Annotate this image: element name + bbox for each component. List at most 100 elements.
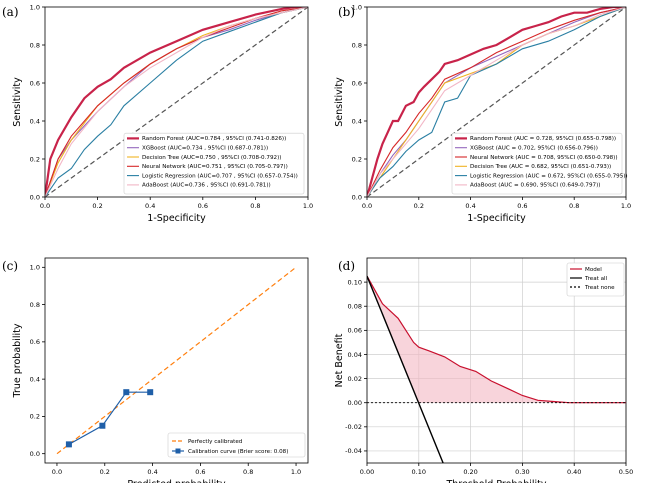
series-b-5 xyxy=(367,7,626,197)
x-tick-label: 0.6 xyxy=(198,202,208,210)
x-tick-label: 0.6 xyxy=(517,202,527,210)
x-tick-label: 0.20 xyxy=(463,468,477,476)
calibration-point xyxy=(147,389,154,396)
series-line xyxy=(367,7,626,197)
calibration-point xyxy=(99,422,106,429)
series-line xyxy=(56,266,297,455)
y-tick-label: 0.6 xyxy=(30,338,40,346)
legend-entry: Logistic Regression (AUC=0.707 , 95%CI (… xyxy=(142,173,298,179)
x-tick-label: 0.2 xyxy=(414,202,424,210)
panel-label: (d) xyxy=(338,259,355,273)
legend-entry: Neural Network (AUC = 0.708, 95%CI (0.65… xyxy=(470,155,618,161)
legend-entry: Model xyxy=(585,267,602,273)
legend-entry: Treat all xyxy=(584,276,608,282)
x-tick-label: 0.2 xyxy=(92,202,102,210)
panel-label: (c) xyxy=(2,259,18,273)
series-line xyxy=(367,7,626,197)
legend-entry: XGBoost (AUC=0.734 , 95%CI (0.687-0.781)… xyxy=(142,146,268,152)
y-axis-label: Sensitivity xyxy=(12,77,23,127)
y-tick-label: 0.10 xyxy=(348,278,362,286)
x-tick-label: 0.2 xyxy=(100,468,110,476)
series-line xyxy=(45,7,308,197)
legend-entry: Random Forest (AUC = 0.728, 95%CI (0.655… xyxy=(470,136,616,142)
y-tick-label: 0.2 xyxy=(352,155,362,163)
y-tick-label: 0.06 xyxy=(348,327,362,335)
x-axis-label: Threshold Probability xyxy=(445,479,546,483)
series-d-1 xyxy=(367,275,444,463)
y-tick-label: 0.6 xyxy=(30,79,40,87)
series-c-1 xyxy=(68,391,151,445)
y-tick-label: 0.8 xyxy=(30,301,40,309)
legend-entry: Treat none xyxy=(584,285,615,291)
y-tick-label: 0.04 xyxy=(348,351,362,359)
series-line xyxy=(45,7,308,197)
x-tick-label: 0.0 xyxy=(40,202,50,210)
calibration-point xyxy=(123,389,130,396)
y-tick-label: 0.00 xyxy=(348,399,362,407)
legend-entry: Neural Network (AUC=0.751 , 95%CI (0.705… xyxy=(142,164,288,170)
legend: Random Forest (AUC = 0.728, 95%CI (0.655… xyxy=(451,132,628,195)
legend-entry: Random Forest (AUC=0.784 , 95%CI (0.741-… xyxy=(142,136,286,142)
axes-frame xyxy=(44,257,309,464)
x-tick-label: 0.8 xyxy=(569,202,579,210)
net-benefit-area xyxy=(367,276,626,403)
series-line xyxy=(45,7,308,197)
legend-entry: AdaBoost (AUC=0.736 , 95%CI (0.691-0.781… xyxy=(142,183,271,189)
y-tick-label: 0.0 xyxy=(352,193,362,201)
x-tick-label: 0.00 xyxy=(360,468,374,476)
legend: Perfectly calibrated Calibration curve (B… xyxy=(167,432,306,458)
chance-line xyxy=(366,6,627,198)
x-tick-label: 0.4 xyxy=(465,202,475,210)
series-a-0 xyxy=(45,7,308,197)
legend-box xyxy=(123,132,305,195)
x-tick-label: 0.8 xyxy=(250,202,260,210)
series-line xyxy=(367,7,626,197)
y-axis-label: Net Benefit xyxy=(334,333,345,387)
series-line xyxy=(367,7,626,197)
series-c-0 xyxy=(56,266,297,455)
legend-entry: Decision Tree (AUC = 0.682, 95%CI (0.651… xyxy=(470,164,611,170)
x-tick-label: 0.40 xyxy=(567,468,581,476)
x-tick-label: 1.0 xyxy=(291,468,301,476)
x-tick-label: 0.0 xyxy=(362,202,372,210)
y-tick-label: 0.4 xyxy=(352,117,362,125)
legend-box xyxy=(451,132,623,195)
axes-frame xyxy=(44,6,309,198)
legend-entry: Calibration curve (Brier score: 0.08) xyxy=(188,449,288,455)
y-tick-label: 0.0 xyxy=(30,450,40,458)
series-a-4 xyxy=(45,7,308,197)
legend-entry: XGBoost (AUC = 0.702, 95%CI (0.656-0.796… xyxy=(470,146,598,152)
y-tick-label: 0.8 xyxy=(30,41,40,49)
legend: Model Treat all Treat none xyxy=(566,262,625,297)
x-tick-label: 0.10 xyxy=(412,468,426,476)
panel-a: (a) 0.0 0.2 0.4 0.6 0.8 1.0 0.0 0.2 0.4 0.6 0.8 1.0 1… xyxy=(2,3,313,224)
panel-d: (d) 0.00 0.10 0.20 0.30 0.40 0.50 -0.04 -0.02 0.0… xyxy=(334,257,633,483)
legend-box xyxy=(566,262,625,297)
legend-entry: Perfectly calibrated xyxy=(188,439,243,445)
x-tick-label: 1.0 xyxy=(303,202,313,210)
x-tick-label: 0.30 xyxy=(515,468,529,476)
panel-label: (a) xyxy=(2,5,19,19)
y-tick-label: 0.8 xyxy=(352,41,362,49)
axes-frame xyxy=(366,6,627,198)
series-b-4 xyxy=(367,7,626,197)
series-b-0 xyxy=(367,7,626,197)
y-axis-label: True probability xyxy=(12,323,23,398)
y-tick-label: 0.4 xyxy=(30,117,40,125)
y-tick-label: 1.0 xyxy=(352,3,362,11)
x-tick-label: 0.6 xyxy=(195,468,205,476)
y-tick-label: -0.02 xyxy=(345,423,362,431)
chance-line xyxy=(44,6,309,198)
panel-label: (b) xyxy=(338,5,355,19)
panel-c: (c) 0.0 0.2 0.4 0.6 0.8 1.0 0.0 0.2 0.4 0.6 0.8 1.0 P… xyxy=(2,257,309,483)
y-tick-label: 0.6 xyxy=(352,79,362,87)
legend-box xyxy=(167,432,306,458)
x-axis-label: 1-Specificity xyxy=(147,213,206,224)
y-tick-label: 0.2 xyxy=(30,155,40,163)
x-tick-label: 0.8 xyxy=(243,468,253,476)
legend-entry: Logistic Regression (AUC = 0.672, 95%CI … xyxy=(470,173,628,179)
y-tick-label: 1.0 xyxy=(30,3,40,11)
panel-b: (b) 0.0 0.2 0.4 0.6 0.8 1.0 0.0 0.2 0.4 0.6 0.8 1.0 1… xyxy=(334,3,631,224)
x-tick-label: 0.0 xyxy=(52,468,62,476)
